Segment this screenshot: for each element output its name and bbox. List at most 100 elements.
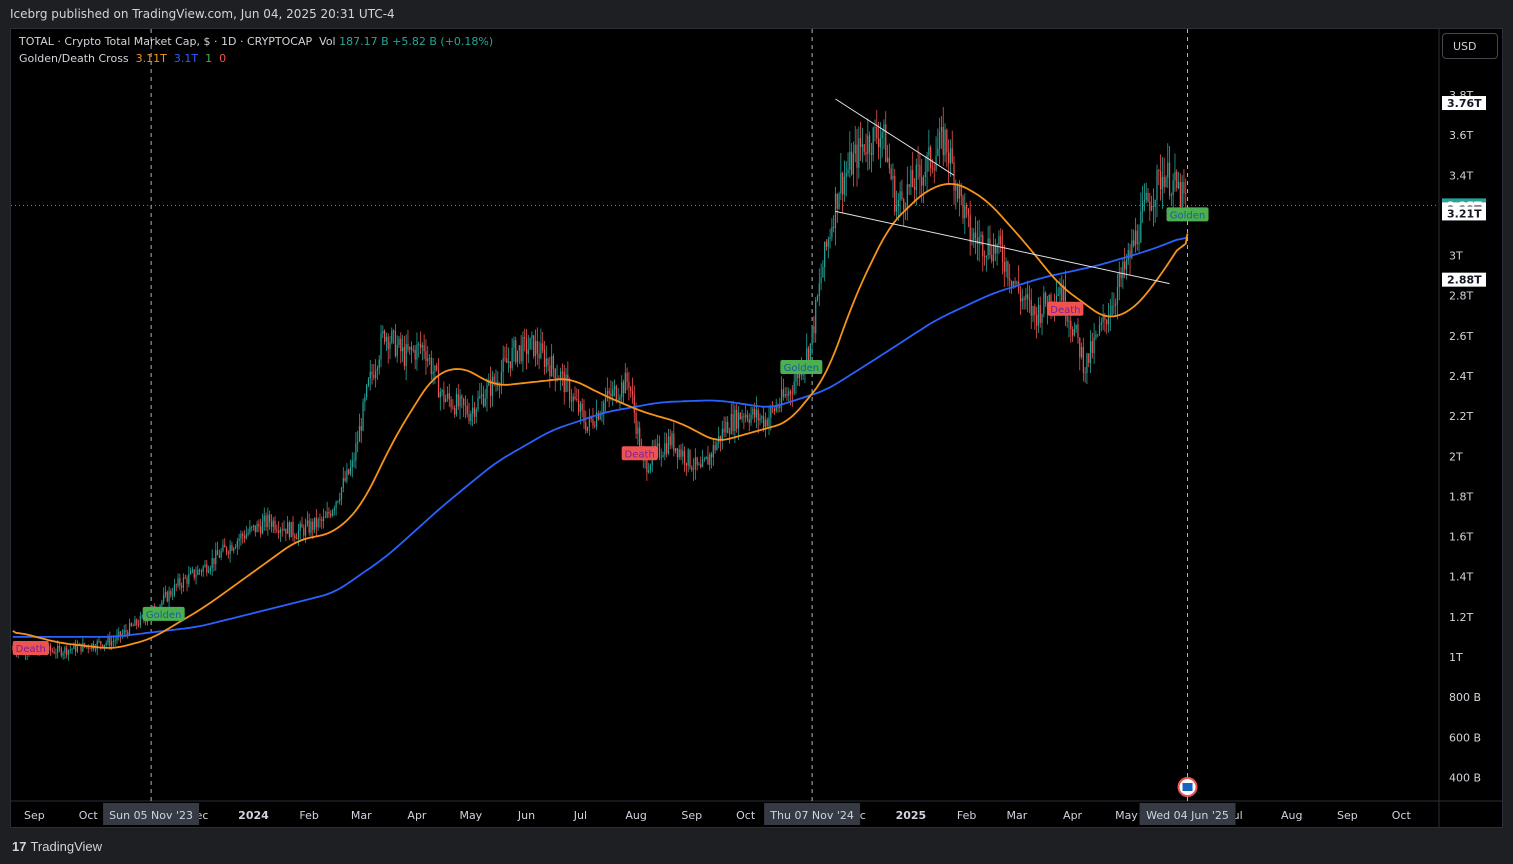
sma-slow-line[interactable]: [12, 234, 1189, 638]
candle-body: [834, 193, 837, 228]
indicator-name[interactable]: Golden/Death Cross: [19, 52, 129, 65]
candle-body: [750, 414, 752, 423]
candle-body: [1045, 292, 1047, 305]
candle-body: [64, 647, 66, 654]
candle-body: [705, 456, 707, 460]
price-chart[interactable]: 400 B 600 B 800 B 1T 1.2T 1.4T 1.6T 1.8T 2T 2.2T 2…: [11, 29, 1502, 827]
candle-body: [1021, 298, 1023, 302]
candle-body: [831, 227, 833, 237]
candle-body: [216, 550, 219, 556]
candle-body: [714, 445, 716, 450]
candle-body: [416, 344, 418, 360]
candle-body: [425, 351, 427, 362]
candle-body: [599, 414, 601, 420]
candle-body: [141, 615, 143, 617]
candle-body: [1185, 193, 1187, 194]
candle-body: [856, 144, 858, 168]
candle-body: [585, 422, 587, 431]
candle-body: [102, 644, 104, 648]
candle-body: [1084, 372, 1086, 374]
candle-body: [1059, 287, 1061, 295]
candle-body: [164, 592, 167, 595]
candle-body: [270, 521, 273, 527]
candle-body: [297, 530, 299, 540]
candle-body: [746, 414, 749, 420]
candle-body: [199, 569, 201, 571]
currency-button[interactable]: USD: [1442, 33, 1498, 59]
y-tick-label: 1.8T: [1449, 490, 1473, 503]
candle-body: [1028, 298, 1031, 301]
tradingview-logo[interactable]: 17 TradingView: [12, 839, 102, 854]
candle-body: [89, 648, 91, 650]
date-marker-label: Wed 04 Jun '25: [1146, 809, 1229, 822]
candle-body: [939, 131, 941, 149]
candle-body: [1064, 285, 1066, 316]
candle-body: [1018, 281, 1020, 292]
candle-body: [450, 399, 452, 408]
chart-frame[interactable]: 400 B 600 B 800 B 1T 1.2T 1.4T 1.6T 1.8T 2T 2.2T 2…: [10, 28, 1503, 828]
candle-body: [1023, 298, 1025, 300]
candle-body: [1098, 324, 1101, 335]
candle-body: [236, 540, 238, 548]
candle-body: [813, 326, 815, 334]
candle-body: [777, 406, 779, 408]
candle-body: [1151, 206, 1153, 211]
candle-body: [340, 487, 343, 500]
candle-body: [549, 365, 551, 377]
x-tick-label: Oct: [736, 809, 756, 822]
flag-stripe: [1182, 783, 1193, 791]
candle-body: [1012, 281, 1014, 286]
candle-body: [1129, 250, 1131, 258]
trendline[interactable]: [835, 98, 955, 176]
candle-body: [357, 441, 359, 444]
candle-body: [775, 406, 777, 412]
candle-body: [100, 641, 102, 645]
trendline[interactable]: [835, 210, 1170, 285]
candle-body: [1167, 162, 1169, 178]
candle-body: [348, 469, 350, 474]
candle-body: [780, 389, 783, 406]
candle-body: [597, 412, 599, 420]
candle-body: [818, 283, 820, 297]
candle-body: [76, 645, 79, 652]
candle-body: [716, 442, 718, 450]
candle-body: [127, 632, 129, 636]
candle-body: [1010, 280, 1013, 286]
candle-body: [678, 449, 680, 458]
candle-body: [443, 390, 445, 402]
candle-body: [886, 157, 889, 162]
candle-body: [1055, 296, 1058, 306]
candle-body: [507, 361, 510, 363]
candle-body: [136, 619, 138, 625]
candle-body: [624, 372, 626, 394]
y-tick-label: 1.2T: [1449, 611, 1473, 624]
death-cross-badge: [621, 446, 658, 461]
candle-body: [1181, 182, 1183, 207]
candle-body: [922, 177, 925, 186]
candle-body: [673, 433, 675, 452]
y-tick-label: 3T: [1449, 250, 1463, 263]
candle-body: [910, 170, 912, 187]
candle-body: [586, 426, 589, 431]
candle-body: [1097, 334, 1099, 335]
candle-body: [1034, 306, 1036, 315]
symbol-title[interactable]: TOTAL · Crypto Total Market Cap, $ · 1D …: [19, 35, 313, 48]
y-tick-label: 400 B: [1449, 771, 1481, 784]
candle-body: [1009, 278, 1011, 281]
candle-body: [700, 464, 702, 468]
candle-body: [748, 419, 750, 423]
candle-body: [344, 478, 346, 481]
sma-fast-line[interactable]: [12, 182, 1189, 649]
candle-body: [621, 382, 623, 397]
candle-body: [310, 521, 312, 533]
price-axis[interactable]: [1439, 29, 1502, 801]
candle-body: [116, 635, 118, 641]
candle-body: [389, 342, 391, 350]
candle-body: [703, 459, 705, 461]
candles[interactable]: [12, 106, 1187, 661]
candle-body: [797, 371, 799, 379]
candle-body: [987, 238, 989, 256]
candle-body: [1138, 242, 1140, 245]
candle-body: [845, 173, 847, 177]
candle-body: [524, 336, 526, 339]
